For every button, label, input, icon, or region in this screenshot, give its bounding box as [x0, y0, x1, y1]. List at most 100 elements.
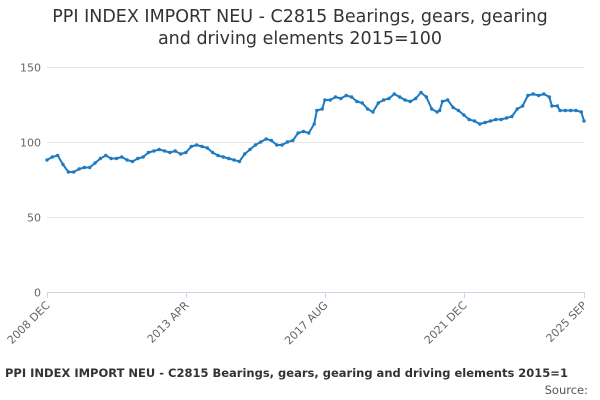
data-point[interactable]	[168, 150, 172, 155]
data-point[interactable]	[451, 105, 455, 110]
data-point[interactable]	[227, 156, 231, 161]
data-point[interactable]	[141, 155, 145, 159]
data-point[interactable]	[398, 95, 402, 99]
data-point[interactable]	[152, 149, 156, 153]
data-point[interactable]	[349, 95, 354, 99]
data-point[interactable]	[582, 119, 586, 123]
data-point[interactable]	[531, 92, 535, 96]
data-point[interactable]	[98, 156, 103, 161]
data-point[interactable]	[355, 99, 359, 104]
data-point[interactable]	[45, 158, 49, 162]
data-point[interactable]	[360, 101, 364, 105]
data-point[interactable]	[184, 150, 188, 155]
data-point[interactable]	[82, 165, 87, 170]
data-point[interactable]	[77, 167, 81, 171]
data-point[interactable]	[320, 107, 324, 111]
data-point[interactable]	[392, 92, 396, 96]
data-point[interactable]	[301, 129, 306, 134]
data-point[interactable]	[72, 170, 76, 174]
data-point[interactable]	[536, 93, 541, 98]
data-point[interactable]	[221, 155, 225, 159]
data-point[interactable]	[483, 120, 487, 125]
data-point[interactable]	[323, 98, 327, 102]
data-point[interactable]	[440, 99, 445, 104]
data-point[interactable]	[173, 149, 177, 153]
data-point[interactable]	[291, 138, 295, 143]
data-point[interactable]	[194, 143, 199, 147]
data-point[interactable]	[333, 95, 338, 99]
data-point[interactable]	[296, 131, 300, 135]
data-point[interactable]	[120, 155, 124, 159]
data-point[interactable]	[328, 98, 332, 102]
data-point[interactable]	[109, 156, 113, 161]
data-point[interactable]	[130, 159, 135, 164]
data-point[interactable]	[414, 96, 418, 101]
data-point[interactable]	[579, 110, 583, 114]
data-point[interactable]	[381, 98, 386, 102]
data-point[interactable]	[162, 149, 167, 153]
data-point[interactable]	[93, 161, 97, 165]
data-point[interactable]	[504, 116, 509, 120]
data-point[interactable]	[555, 104, 559, 108]
data-point[interactable]	[456, 108, 461, 113]
data-point[interactable]	[200, 144, 204, 149]
data-point[interactable]	[478, 122, 482, 126]
chart-credits[interactable]: Source:	[544, 383, 588, 397]
data-point[interactable]	[542, 92, 546, 96]
data-point[interactable]	[312, 122, 316, 126]
data-point[interactable]	[285, 140, 290, 144]
data-point[interactable]	[515, 107, 519, 111]
data-point[interactable]	[232, 158, 236, 162]
data-point[interactable]	[253, 143, 258, 147]
data-point[interactable]	[547, 95, 551, 99]
data-point[interactable]	[344, 93, 348, 98]
data-point[interactable]	[275, 143, 279, 147]
data-point[interactable]	[125, 158, 129, 162]
data-point[interactable]	[280, 143, 284, 147]
data-point[interactable]	[264, 137, 268, 141]
data-point[interactable]	[499, 117, 503, 122]
data-point[interactable]	[488, 119, 493, 123]
data-point[interactable]	[574, 108, 578, 113]
data-point[interactable]	[467, 117, 471, 122]
data-point[interactable]	[210, 150, 215, 155]
data-point[interactable]	[269, 138, 274, 143]
data-point[interactable]	[136, 156, 140, 161]
data-point[interactable]	[568, 108, 573, 113]
data-point[interactable]	[189, 144, 193, 149]
data-point[interactable]	[88, 165, 92, 170]
data-point[interactable]	[307, 131, 311, 135]
data-point[interactable]	[376, 101, 380, 105]
data-point[interactable]	[61, 162, 65, 167]
data-point[interactable]	[248, 147, 252, 152]
data-point[interactable]	[315, 108, 319, 113]
data-point[interactable]	[510, 114, 514, 119]
data-point[interactable]	[243, 152, 247, 156]
data-point[interactable]	[520, 104, 525, 108]
data-point[interactable]	[157, 147, 161, 152]
data-point[interactable]	[472, 119, 477, 123]
data-point[interactable]	[104, 153, 108, 158]
data-point[interactable]	[403, 98, 407, 102]
data-point[interactable]	[446, 98, 450, 102]
data-point[interactable]	[424, 95, 429, 99]
data-point[interactable]	[462, 113, 466, 117]
data-point[interactable]	[419, 90, 423, 95]
data-point[interactable]	[365, 107, 370, 111]
data-point[interactable]	[50, 155, 54, 159]
data-point[interactable]	[178, 152, 183, 156]
data-point[interactable]	[339, 96, 343, 101]
data-point[interactable]	[563, 108, 567, 113]
data-point[interactable]	[371, 110, 375, 114]
data-point[interactable]	[438, 108, 442, 113]
data-point[interactable]	[526, 93, 530, 98]
data-point[interactable]	[237, 159, 242, 164]
data-point[interactable]	[216, 153, 220, 158]
data-point[interactable]	[408, 99, 412, 104]
data-point[interactable]	[205, 146, 209, 150]
data-point[interactable]	[558, 108, 562, 113]
data-point[interactable]	[430, 107, 434, 111]
data-point[interactable]	[56, 153, 60, 158]
data-point[interactable]	[146, 150, 151, 155]
data-point[interactable]	[435, 110, 439, 114]
